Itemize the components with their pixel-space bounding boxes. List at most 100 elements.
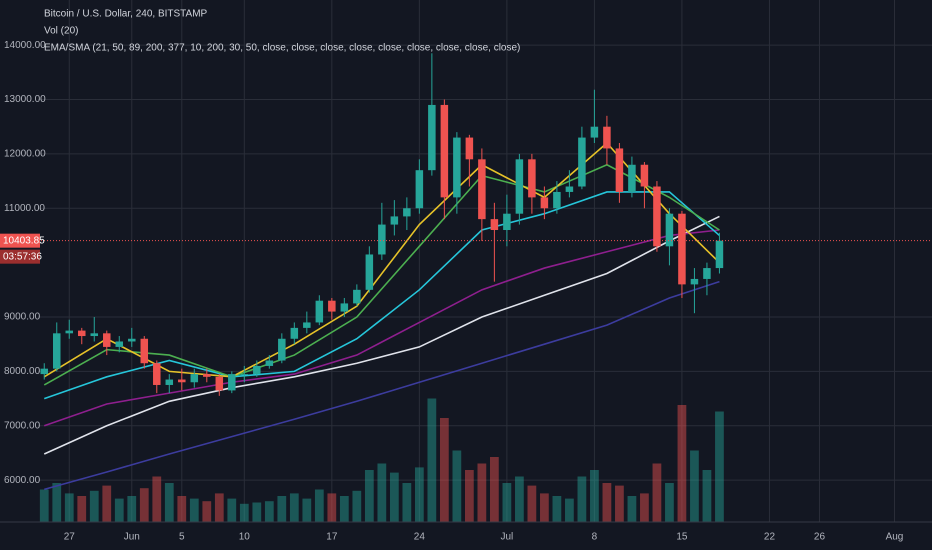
candle-body: [315, 300, 324, 323]
volume-bar: [214, 493, 224, 522]
volume-bar: [640, 493, 649, 522]
countdown-label: 03:57:36: [3, 251, 42, 262]
last-price-box: [0, 233, 40, 248]
y-tick-label: 7000.00: [4, 420, 41, 431]
volume-bar: [665, 483, 674, 522]
x-tick-label: Jul: [500, 532, 513, 543]
volume-bar: [177, 496, 187, 522]
candle-body: [365, 254, 374, 290]
candle-body: [78, 330, 86, 337]
candle-body: [428, 104, 436, 171]
candle-body: [165, 379, 174, 385]
volume-bar: [490, 457, 499, 522]
volume-bar: [427, 398, 437, 522]
candle-body: [453, 137, 461, 198]
volume-bar: [540, 493, 549, 522]
volume-bar: [114, 498, 124, 522]
y-tick-label: 6000.00: [4, 475, 41, 486]
volume-bar: [552, 496, 562, 522]
volume-bar: [239, 503, 249, 522]
candle-body: [53, 333, 61, 369]
candle-body: [615, 148, 624, 192]
volume-bar: [314, 489, 324, 522]
volume-bar: [702, 470, 712, 522]
candle-body: [503, 213, 511, 231]
candle-body: [415, 170, 424, 209]
volume-bar: [715, 411, 724, 522]
moving-average: [44, 280, 720, 491]
volume-bar: [139, 488, 149, 522]
candle-body: [478, 159, 486, 220]
candle-body: [440, 104, 449, 198]
candle-body: [178, 379, 186, 383]
x-tick-label: 15: [676, 532, 688, 543]
volume-bar: [477, 463, 487, 522]
volume-bar: [289, 493, 299, 522]
countdown-box: [0, 249, 40, 264]
volume-bar: [202, 501, 212, 522]
moving-average: [43, 229, 720, 427]
indicator-label: EMA/SMA (21, 50, 89, 200, 377, 10, 200, …: [44, 43, 520, 54]
volume-bar: [677, 405, 687, 522]
candle-body: [378, 224, 386, 255]
volume-bar: [252, 502, 262, 522]
y-tick-label: 8000.00: [4, 366, 41, 377]
candle-body: [215, 376, 224, 391]
x-tick-label: Jun: [124, 532, 140, 543]
x-tick-label: 17: [326, 532, 338, 543]
candle-body: [540, 197, 549, 209]
candle-body: [653, 186, 661, 247]
volume-bar: [565, 498, 574, 522]
volume-bar: [414, 467, 424, 522]
candle-body: [528, 159, 536, 198]
volume-bar: [127, 496, 137, 522]
chart-title: Bitcoin / U.S. Dollar, 240, BITSTAMP: [44, 9, 208, 20]
x-tick-label: 8: [592, 532, 598, 543]
candle-body: [640, 164, 649, 187]
moving-average: [43, 215, 720, 455]
candle-body: [90, 333, 99, 337]
candle-body: [40, 368, 49, 375]
candle-body: [515, 159, 524, 214]
volume-bar: [389, 472, 399, 522]
volume-bar: [339, 496, 349, 522]
volume-bar: [502, 483, 512, 522]
candle-body: [490, 219, 499, 231]
volume-bar: [464, 470, 474, 522]
volume-bar: [227, 498, 237, 522]
candle-body: [340, 303, 349, 312]
candle-body: [253, 365, 261, 375]
candle-body: [715, 240, 724, 269]
candle-body: [153, 363, 161, 385]
candle-body: [240, 374, 249, 376]
candle-body: [353, 289, 361, 304]
last-price-label: 10403.85: [3, 235, 45, 246]
candle-body: [228, 374, 236, 391]
volume-label: Vol (20): [44, 26, 78, 37]
candle-body: [690, 278, 699, 285]
y-tick-label: 13000.00: [4, 94, 46, 105]
candle-body: [203, 374, 211, 377]
candle-body: [703, 268, 711, 279]
candle-body: [678, 213, 686, 285]
candle-body: [278, 338, 286, 361]
candle-body: [403, 208, 411, 217]
x-tick-label: 27: [64, 532, 76, 543]
volume-bar: [577, 476, 587, 522]
volume-bar: [377, 463, 387, 522]
candle-body: [553, 191, 561, 209]
volume-bar: [89, 490, 99, 522]
y-tick-label: 11000.00: [4, 203, 45, 214]
volume-bar: [102, 485, 112, 522]
candle-body: [303, 322, 311, 328]
volume-bar: [164, 483, 174, 522]
volume-bar: [690, 450, 699, 522]
candle-body: [665, 213, 674, 247]
y-tick-label: 14000.00: [4, 40, 46, 51]
volume-bar: [277, 496, 287, 522]
volume-bar: [264, 501, 274, 522]
x-tick-label: 5: [179, 532, 185, 543]
candle-body: [115, 341, 124, 347]
x-tick-label: 22: [764, 532, 776, 543]
